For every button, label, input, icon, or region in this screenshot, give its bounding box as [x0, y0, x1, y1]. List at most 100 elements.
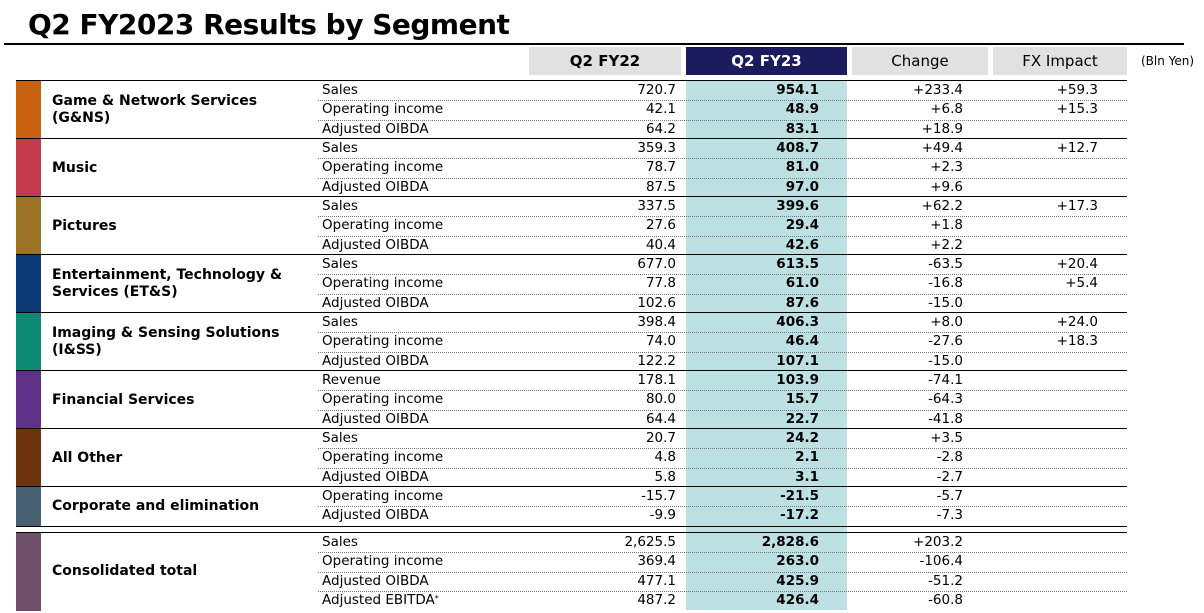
- row-label: Operating income: [322, 158, 443, 177]
- value-change: -74.1: [928, 372, 963, 388]
- row-label-text: Sales: [322, 534, 358, 550]
- row-label: Adjusted OIBDA: [322, 236, 429, 255]
- segment-color-bar: [16, 255, 41, 314]
- table-row: Sales 677.0 613.5 -63.5 +20.4: [318, 255, 1127, 276]
- value-q2-fy22: 677.0: [637, 256, 676, 272]
- value-fx-impact: +20.4: [1056, 256, 1098, 272]
- segment-divider: [16, 196, 1127, 197]
- row-label: Adjusted OIBDA: [322, 572, 429, 591]
- value-change: -5.7: [936, 488, 963, 504]
- value-q2-fy23: 425.9: [776, 572, 819, 589]
- segment-name-text: Pictures: [52, 217, 117, 234]
- value-change: -2.8: [936, 449, 963, 466]
- column-header-q2-fy23: Q2 FY23: [686, 47, 847, 75]
- footnote-marker: *: [434, 594, 439, 604]
- value-change: +3.5: [930, 430, 963, 446]
- value-q2-fy22: 4.8: [654, 449, 676, 466]
- column-header-change: Change: [852, 47, 988, 75]
- segment-divider: [16, 370, 1127, 371]
- segment-color-bar: [16, 429, 41, 488]
- segment-name-text: Financial Services: [52, 391, 195, 408]
- segment-name: Corporate and elimination: [52, 487, 292, 526]
- value-change: -106.4: [919, 553, 963, 570]
- table-row: Sales 2,625.5 2,828.6 +203.2: [318, 533, 1127, 554]
- value-q2-fy22: 2,625.5: [624, 534, 676, 550]
- value-fx-impact: +12.7: [1056, 140, 1098, 156]
- row-label-text: Operating income: [322, 488, 444, 504]
- value-q2-fy22: 40.4: [645, 236, 676, 253]
- segment-name: Financial Services: [52, 371, 292, 429]
- value-q2-fy23: 408.7: [776, 140, 819, 156]
- table-row: Operating income 74.0 46.4 -27.6 +18.3: [318, 332, 1127, 353]
- value-q2-fy22: 64.4: [645, 410, 676, 427]
- value-q2-fy23: 107.1: [776, 352, 819, 369]
- segment-color-bar: [16, 487, 41, 526]
- value-fx-impact: +24.0: [1056, 314, 1098, 330]
- table-row: Operating income 4.8 2.1 -2.8: [318, 448, 1127, 469]
- value-q2-fy23: 399.6: [776, 198, 819, 214]
- segment-divider: [16, 80, 1127, 81]
- table-row: Operating income 369.4 263.0 -106.4: [318, 552, 1127, 573]
- segment-divider: [16, 486, 1127, 487]
- value-change: -63.5: [928, 256, 963, 272]
- value-q2-fy22: 64.2: [645, 120, 676, 137]
- row-label-text: Adjusted OIBDA: [322, 468, 429, 485]
- value-fx-impact: +15.3: [1056, 101, 1098, 118]
- row-label-text: Adjusted OIBDA: [322, 294, 429, 311]
- table-row: Adjusted OIBDA 87.5 97.0 +9.6: [318, 178, 1127, 197]
- row-label: Operating income: [322, 448, 443, 467]
- row-label: Operating income: [322, 332, 443, 351]
- table-row: Adjusted OIBDA 5.8 3.1 -2.7: [318, 468, 1127, 487]
- table-row: Adjusted OIBDA 40.4 42.6 +2.2: [318, 236, 1127, 255]
- segment-name-text: Entertainment, Technology & Services (ET…: [52, 267, 283, 301]
- value-q2-fy23: 42.6: [785, 236, 819, 253]
- row-label-text: Sales: [322, 430, 358, 446]
- value-q2-fy22: 369.4: [637, 553, 676, 570]
- value-q2-fy23: -21.5: [780, 488, 819, 504]
- value-q2-fy23: -17.2: [780, 507, 819, 524]
- value-q2-fy22: 337.5: [637, 198, 676, 214]
- value-q2-fy22: 78.7: [645, 159, 676, 176]
- value-change: +203.2: [913, 534, 963, 550]
- value-q2-fy22: 74.0: [645, 333, 676, 350]
- value-change: -41.8: [928, 410, 963, 427]
- row-label: Operating income: [322, 487, 443, 506]
- row-label-text: Operating income: [322, 101, 444, 118]
- row-label: Adjusted OIBDA: [322, 506, 429, 525]
- segment-name: Entertainment, Technology & Services (ET…: [52, 255, 292, 313]
- table-row: Sales 359.3 408.7 +49.4 +12.7: [318, 139, 1127, 160]
- row-label-text: Operating income: [322, 217, 444, 234]
- value-change: -16.8: [928, 275, 963, 292]
- value-change: +1.8: [930, 217, 963, 234]
- row-label-text: Sales: [322, 82, 358, 98]
- row-label: Revenue: [322, 371, 381, 390]
- value-q2-fy22: 477.1: [637, 572, 676, 589]
- table-row: Adjusted OIBDA 64.4 22.7 -41.8: [318, 410, 1127, 429]
- table-row: Sales 20.7 24.2 +3.5: [318, 429, 1127, 450]
- value-q2-fy22: 122.2: [637, 352, 676, 369]
- value-q2-fy22: 20.7: [645, 430, 676, 446]
- row-label: Sales: [322, 139, 358, 158]
- row-label-text: Sales: [322, 314, 358, 330]
- segment-divider: [16, 532, 1127, 533]
- value-q2-fy22: 359.3: [637, 140, 676, 156]
- row-label-text: Operating income: [322, 333, 444, 350]
- row-label: Operating income: [322, 390, 443, 409]
- value-q2-fy23: 263.0: [776, 553, 819, 570]
- segment-name-text: Consolidated total: [52, 563, 198, 580]
- value-fx-impact: +18.3: [1056, 333, 1098, 350]
- value-q2-fy23: 29.4: [785, 217, 819, 234]
- value-q2-fy22: -15.7: [641, 488, 676, 504]
- row-label: Adjusted OIBDA: [322, 410, 429, 429]
- row-label: Sales: [322, 255, 358, 274]
- value-q2-fy23: 61.0: [785, 275, 819, 292]
- table-row: Operating income 77.8 61.0 -16.8 +5.4: [318, 274, 1127, 295]
- row-label-text: Sales: [322, 140, 358, 156]
- value-q2-fy22: 77.8: [645, 275, 676, 292]
- table-row: Sales 337.5 399.6 +62.2 +17.3: [318, 197, 1127, 218]
- value-change: -15.0: [928, 352, 963, 369]
- table-row: Operating income 27.6 29.4 +1.8: [318, 216, 1127, 237]
- value-q2-fy23: 2.1: [795, 449, 819, 466]
- segment-name-text: Imaging & Sensing Solutions (I&SS): [52, 325, 280, 359]
- value-q2-fy23: 24.2: [785, 430, 819, 446]
